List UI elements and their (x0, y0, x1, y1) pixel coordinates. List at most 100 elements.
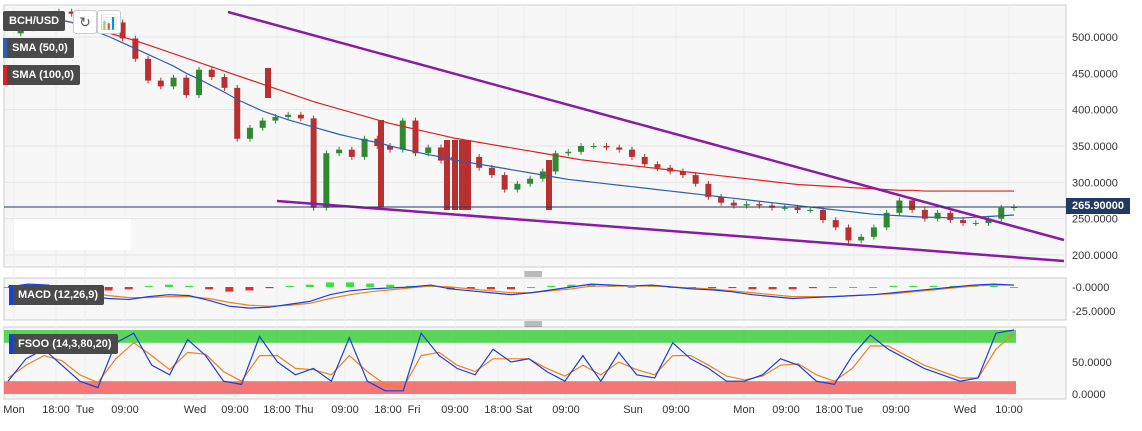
fsoo-legend[interactable]: FSOO (14,3,80,20) (9, 334, 118, 354)
sma100-line (7, 10, 1014, 192)
macd-histogram-bar (104, 287, 113, 291)
x-tick-label: Fri (408, 404, 421, 416)
x-tick-label: 09:00 (111, 404, 139, 416)
macd-histogram-bar (869, 287, 878, 288)
candle-body (756, 204, 763, 206)
candle-body (157, 80, 164, 87)
candle-body (616, 147, 623, 150)
chart-type-icon[interactable]: 📊 (97, 10, 121, 34)
candle-body (234, 87, 241, 139)
macd-histogram-bar (346, 282, 355, 287)
macd-histogram-bar (708, 287, 717, 289)
macd-panel (3, 277, 1067, 321)
candle-body (221, 76, 228, 88)
candle-body (819, 209, 826, 221)
candle-body (425, 147, 432, 154)
current-price-tag: 265.90000 (1066, 198, 1130, 214)
candle-body (794, 207, 801, 210)
candle-body (348, 149, 355, 157)
macd-tick-label: -25.0000 (1072, 306, 1115, 318)
candle-body (412, 120, 419, 154)
x-tick-label: Mon (3, 404, 24, 416)
y-tick-label: 500.0000 (1072, 32, 1118, 44)
macd-label: MACD (12,26,9) (18, 289, 99, 301)
candle-body (641, 156, 648, 165)
candle-body (476, 156, 483, 168)
candle-body (960, 220, 967, 224)
macd-histogram-bar (205, 287, 214, 290)
macd-histogram-bar (1010, 287, 1018, 288)
candle-body (378, 120, 384, 207)
macd-histogram-bar (728, 287, 737, 289)
y-tick-label: 350.0000 (1072, 141, 1118, 153)
macd-histogram-bar (748, 287, 757, 290)
x-tick-label: Thu (295, 404, 314, 416)
candle-body (465, 140, 471, 210)
x-tick-label: 09:00 (441, 404, 469, 416)
macd-histogram-bar (305, 284, 314, 287)
macd-histogram-bar (889, 285, 898, 287)
macd-histogram-bar (446, 287, 455, 290)
candle-body (265, 68, 271, 98)
x-tick-label: 09:00 (772, 404, 800, 416)
macd-histogram-bar (828, 287, 837, 288)
macd-histogram-bar (849, 287, 858, 288)
candle-body (858, 236, 865, 241)
candle-body (459, 140, 465, 210)
candle-body (297, 114, 304, 119)
x-tick-label: 09:00 (882, 404, 910, 416)
candle-body (208, 69, 215, 77)
candle-body (437, 147, 444, 161)
macd-histogram-bar (386, 284, 395, 287)
macd-histogram-bar (929, 285, 938, 287)
candle-body (501, 175, 508, 190)
candle-body (272, 116, 279, 121)
symbol-label: BCH/USD (3, 11, 66, 31)
candle-body (705, 183, 712, 197)
sma50-line (7, 13, 1015, 219)
candle-body (781, 207, 788, 209)
refresh-icon[interactable]: ↻ (73, 10, 97, 34)
x-tick-label: 18:00 (815, 404, 843, 416)
y-tick-label: 450.0000 (1072, 68, 1118, 80)
candle-body (387, 146, 394, 150)
candle-body (807, 209, 814, 211)
macd-histogram-bar (486, 287, 495, 290)
macd-histogram-bar (144, 285, 153, 287)
candle-body (546, 160, 552, 210)
candle-body (285, 114, 292, 117)
macd-histogram-bar (185, 285, 194, 287)
macd-legend[interactable]: MACD (12,26,9) (9, 285, 105, 305)
candle-body (488, 167, 495, 176)
oversold-zone (4, 381, 1016, 394)
candle-body (310, 118, 317, 208)
candle-body (119, 22, 126, 39)
fsoo-label: FSOO (14,3,80,20) (18, 338, 112, 350)
macd-histogram-bar (768, 287, 777, 290)
fsoo-tick-label: 0.0000 (1072, 389, 1106, 401)
macd-histogram-bar (4, 287, 12, 288)
macd-histogram-bar (225, 287, 234, 292)
x-tick-label: 09:00 (662, 404, 690, 416)
x-tick-label: 18:00 (42, 404, 70, 416)
macd-histogram-bar (507, 287, 515, 290)
macd-line (7, 283, 1015, 309)
upper-trendline (227, 10, 1065, 242)
sma50-legend[interactable]: SMA (50,0) (3, 38, 74, 58)
macd-histogram-bar (245, 287, 254, 291)
x-tick-label: 18:00 (263, 404, 291, 416)
candle-body (444, 140, 450, 210)
sma100-legend[interactable]: SMA (100,0) (3, 65, 80, 85)
x-tick-label: 09:00 (331, 404, 359, 416)
candle-body (452, 140, 458, 210)
candle-body (336, 149, 343, 154)
candle-body (870, 227, 877, 237)
x-tick-label: 18:00 (374, 404, 402, 416)
macd-histogram-bar (567, 284, 576, 287)
macd-histogram-bar (909, 285, 918, 287)
candle-body (246, 127, 253, 139)
candle-body (399, 120, 406, 150)
candle-body (514, 183, 521, 190)
candle-body (565, 151, 572, 154)
